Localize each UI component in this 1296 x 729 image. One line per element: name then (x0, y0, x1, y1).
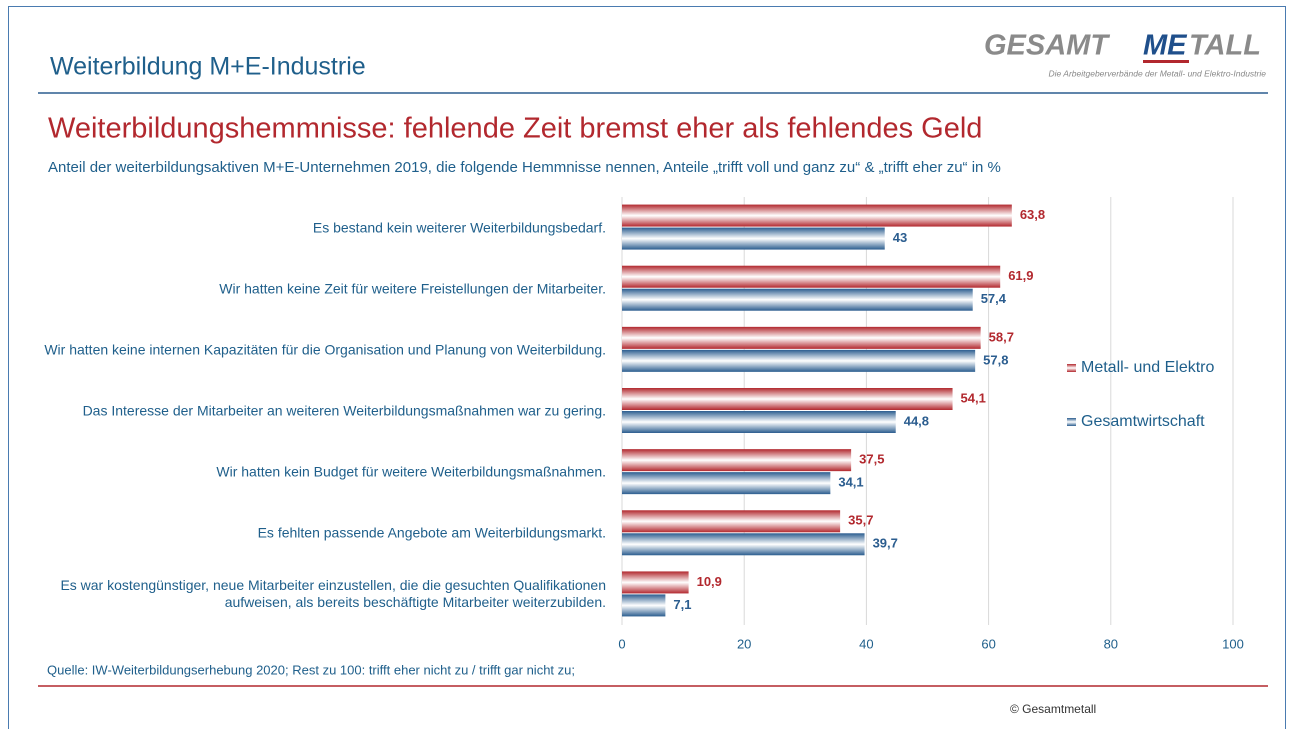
legend-swatch (1067, 364, 1076, 372)
x-tick-label: 60 (981, 636, 995, 651)
category-label: Wir hatten keine Zeit für weitere Freist… (219, 280, 606, 297)
frame (8, 6, 1286, 729)
x-tick-label: 80 (1104, 636, 1118, 651)
copyright: © Gesamtmetall (1010, 702, 1096, 716)
data-label: 57,4 (981, 291, 1007, 306)
category-label: Wir hatten keine internen Kapazitäten fü… (44, 341, 606, 358)
logo-text: GESAMT (984, 30, 1110, 62)
data-label: 34,1 (838, 475, 863, 490)
bar (622, 388, 953, 410)
legend-label: Metall- und Elektro (1081, 359, 1214, 376)
x-tick-label: 0 (618, 636, 625, 651)
bar (622, 571, 689, 594)
data-label: 57,8 (983, 352, 1008, 367)
data-label: 39,7 (873, 536, 898, 551)
bar (622, 533, 865, 556)
bar (622, 472, 831, 495)
source: Quelle: IW-Weiterbildungserhebung 2020; … (47, 662, 575, 677)
logo-text: ME (1143, 30, 1188, 62)
x-tick-label: 20 (737, 636, 751, 651)
category-label: Es bestand kein weiterer Weiterbildungsb… (312, 219, 606, 236)
category-label: Es fehlten passende Angebote am Weiterbi… (257, 524, 606, 541)
bar (622, 227, 885, 250)
bar (622, 594, 666, 617)
x-tick-label: 40 (859, 636, 873, 651)
data-label: 7,1 (673, 597, 691, 612)
logo-tagline: Die Arbeitgeberverbände der Metall- und … (1049, 68, 1267, 78)
data-label: 54,1 (961, 390, 986, 405)
data-label: 43 (893, 230, 907, 245)
header-title: Weiterbildung M+E-Industrie (50, 53, 366, 81)
legend-label: Gesamtwirtschaft (1081, 413, 1205, 430)
bar (622, 449, 852, 472)
bar (622, 349, 976, 372)
data-label: 58,7 (989, 329, 1014, 344)
data-label: 10,9 (697, 574, 722, 589)
chart-title: Weiterbildungshemmnisse: fehlende Zeit b… (48, 113, 982, 145)
data-label: 37,5 (859, 452, 884, 467)
data-label: 63,8 (1020, 207, 1045, 222)
data-label: 44,8 (904, 413, 929, 428)
category-label: Es war kostengünstiger, neue Mitarbeiter… (60, 577, 606, 611)
category-label: Das Interesse der Mitarbeiter an weitere… (82, 402, 606, 419)
data-label: 35,7 (848, 513, 873, 528)
category-label: Wir hatten kein Budget für weitere Weite… (216, 463, 606, 480)
bar (622, 326, 981, 349)
bar (622, 265, 1001, 288)
data-label: 61,9 (1008, 268, 1033, 283)
logo-text: TALL (1189, 30, 1261, 62)
bar (622, 288, 973, 311)
chart-subtitle: Anteil der weiterbildungsaktiven M+E-Unt… (48, 159, 1001, 176)
logo-bar (1143, 60, 1189, 63)
x-tick-label: 100 (1222, 636, 1244, 651)
bar (622, 411, 896, 433)
logo: GESAMT ME TALL (984, 30, 1261, 62)
bar (622, 510, 841, 533)
bar (622, 204, 1012, 227)
legend-swatch (1067, 418, 1076, 426)
